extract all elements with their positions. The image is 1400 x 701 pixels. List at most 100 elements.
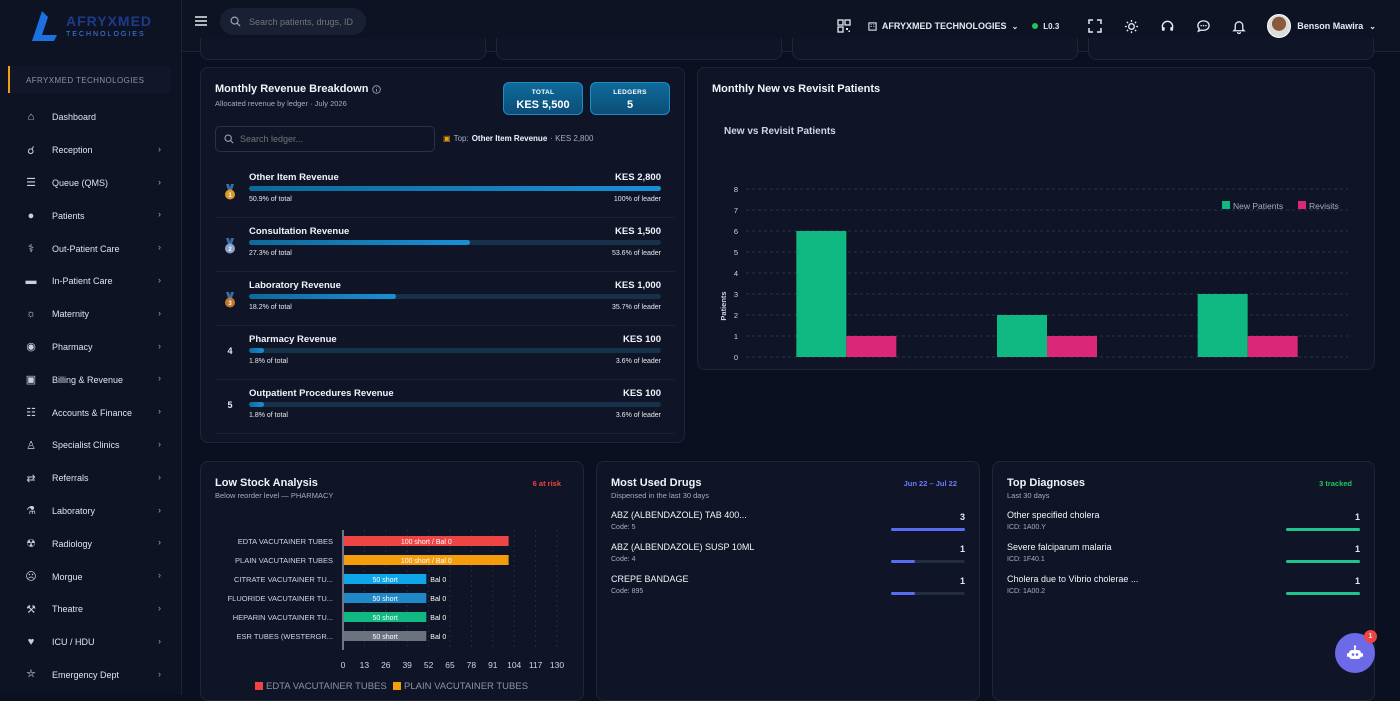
bar-new-patients[interactable] (796, 231, 847, 357)
chevron-right-icon: › (158, 176, 161, 187)
chatbot-button[interactable]: 1 (1335, 630, 1377, 673)
radiology-icon: ☢ (26, 538, 36, 551)
sidebar-item-radiology[interactable]: ☢ Radiology › (0, 527, 181, 560)
theme-toggle-icon[interactable] (1113, 8, 1149, 44)
sidebar-item-in-patient-care[interactable]: ▬ In-Patient Care › (0, 265, 181, 298)
legend-label[interactable]: EDTA VACUTAINER TUBES (266, 681, 387, 692)
user-menu[interactable]: Benson Mawira ⌄ (1257, 14, 1400, 38)
y-tick-label: 3 (734, 290, 738, 299)
sidebar-item-pharmacy[interactable]: ◉ Pharmacy › (0, 331, 181, 364)
low-stock-chart: 0 13 26 39 52 65 78 91 104 117 130 EDTA VACUTAINER … (228, 530, 564, 692)
item-progress-track (1286, 528, 1360, 531)
item-count: 1 (1354, 544, 1360, 554)
list-item[interactable]: CREPE BANDAGE Code: 895 1 (611, 574, 965, 606)
sidebar-item-laboratory[interactable]: ⚗ Laboratory › (0, 495, 181, 528)
bell-icon[interactable] (1221, 8, 1257, 44)
chevron-down-icon: ⌄ (1011, 21, 1019, 31)
x-tick-label: 65 (445, 660, 455, 670)
bar-revisits[interactable] (846, 336, 897, 357)
x-tick-label: 130 (550, 660, 564, 670)
legend-label[interactable]: PLAIN VACUTAINER TUBES (404, 681, 528, 692)
ledger-search-input[interactable] (240, 134, 420, 144)
sidebar-item-billing-revenue[interactable]: ▣ Billing & Revenue › (0, 363, 181, 396)
sidebar-item-morgue[interactable]: ☹ Morgue › (0, 560, 181, 593)
ledger-search[interactable] (215, 126, 435, 152)
svg-text:3: 3 (228, 301, 232, 307)
drugs-subtitle: Dispensed in the last 30 days (611, 491, 709, 500)
stock-bar[interactable] (344, 574, 427, 584)
list-item[interactable]: ABZ (ALBENDAZOLE) TAB 400... Code: 5 3 (611, 510, 965, 542)
sidebar-item-accounts-finance[interactable]: ☷ Accounts & Finance › (0, 396, 181, 429)
fullscreen-icon[interactable] (1077, 8, 1113, 44)
menu-toggle-icon[interactable] (194, 14, 208, 31)
brand-logo[interactable]: AFRYXMED TECHNOLOGIES (0, 0, 181, 52)
stock-bar[interactable] (344, 593, 427, 603)
list-item[interactable]: Cholera due to Vibrio cholerae ... ICD: 1… (1007, 574, 1360, 606)
svg-text:2: 2 (228, 247, 232, 253)
version-badge: L0.3 (1032, 22, 1077, 31)
ledger-row[interactable]: 5 Outpatient Procedures Revenue KES 100 1.8… (215, 380, 675, 434)
legend-label[interactable]: Revisits (1309, 201, 1339, 211)
ledger-row[interactable]: 1 Other Item Revenue KES 2,800 50.9% of tot… (215, 164, 675, 218)
y-tick-label: HEPARIN VACUTAINER TU... (233, 613, 333, 622)
ambulance-icon: ⛦ (26, 668, 36, 681)
qr-icon[interactable] (826, 8, 862, 44)
sidebar-item-referrals[interactable]: ⇄ Referrals › (0, 462, 181, 495)
chevron-right-icon: › (158, 504, 161, 515)
stock-bar[interactable] (344, 555, 509, 565)
support-headset-icon[interactable] (1149, 8, 1185, 44)
bar-new-patients[interactable] (997, 315, 1047, 357)
list-item[interactable]: Severe falciparum malaria ICD: 1F40.1 1 (1007, 542, 1360, 574)
theatre-icon: ⚒ (26, 603, 36, 616)
stat-card (792, 38, 1078, 60)
sidebar-item-icu-hdu[interactable]: ♥ ICU / HDU › (0, 626, 181, 659)
list-item[interactable]: Other specified cholera ICD: 1A00.Y 1 (1007, 510, 1360, 542)
sidebar-item-dashboard[interactable]: ⌂ Dashboard (0, 101, 181, 134)
chat-icon[interactable] (1185, 8, 1221, 44)
bar-label: 50 short (373, 634, 398, 641)
x-tick-label: 39 (402, 660, 412, 670)
ledger-row[interactable]: 3 Laboratory Revenue KES 1,000 18.2% of tot… (215, 272, 675, 326)
stat-card (496, 38, 782, 60)
sidebar-item-maternity[interactable]: ☼ Maternity › (0, 298, 181, 331)
sidebar-item-queue-qms[interactable]: ☰ Queue (QMS) › (0, 167, 181, 200)
sidebar-item-out-patient-care[interactable]: ⚕ Out-Patient Care › (0, 232, 181, 265)
ledger-row[interactable]: 4 Pharmacy Revenue KES 100 1.8% of total 3.6… (215, 326, 675, 380)
date-range-badge: Jun 22 – Jul 22 (903, 479, 957, 488)
bar-new-patients[interactable] (1197, 294, 1248, 357)
list-item[interactable]: ABZ (ALBENDAZOLE) SUSP 10ML Code: 4 1 (611, 542, 965, 574)
low-stock-title: Low Stock Analysis (215, 477, 318, 489)
sidebar-org-label: AFRYXMED TECHNOLOGIES (8, 66, 171, 93)
stock-bar[interactable] (344, 612, 427, 622)
bar-revisits[interactable] (1247, 336, 1298, 357)
sidebar-item-theatre[interactable]: ⚒ Theatre › (0, 593, 181, 626)
trophy-icon: ▣ (443, 134, 451, 143)
sidebar-item-label: Reception (52, 145, 93, 156)
sidebar-item-label: Billing & Revenue (52, 374, 124, 385)
bar-revisits[interactable] (1047, 336, 1097, 357)
sidebar-item-label: Maternity (52, 309, 90, 320)
x-tick-label: 13 (360, 660, 370, 670)
chevron-right-icon: › (158, 570, 161, 581)
global-search[interactable] (220, 8, 366, 35)
item-progress-fill (891, 528, 965, 531)
sidebar-item-specialist-clinics[interactable]: ♙ Specialist Clinics › (0, 429, 181, 462)
stock-bar[interactable] (344, 631, 427, 641)
ledger-progress-track (249, 186, 661, 191)
sidebar-item-reception[interactable]: ☌ Reception › (0, 134, 181, 167)
reception-icon: ☌ (27, 144, 35, 157)
info-icon[interactable] (372, 84, 382, 94)
top-prefix: Top: (453, 134, 469, 143)
ledger-name: Consultation Revenue (249, 226, 350, 237)
item-count: 1 (1354, 576, 1360, 586)
global-search-input[interactable] (249, 16, 359, 27)
sidebar-item-emergency-dept[interactable]: ⛦ Emergency Dept › (0, 659, 181, 692)
item-code: ICD: 1F40.1 (1007, 556, 1045, 563)
robot-icon (1347, 645, 1363, 659)
finance-icon: ☷ (26, 407, 36, 420)
sidebar-item-patients[interactable]: ● Patients › (0, 199, 181, 232)
ledger-row[interactable]: 2 Consultation Revenue KES 1,500 27.3% of t… (215, 218, 675, 272)
legend-label[interactable]: New Patients (1233, 201, 1283, 211)
stock-bar[interactable] (344, 536, 509, 546)
org-switcher[interactable]: AFRYXMED TECHNOLOGIES ⌄ (862, 21, 1032, 31)
